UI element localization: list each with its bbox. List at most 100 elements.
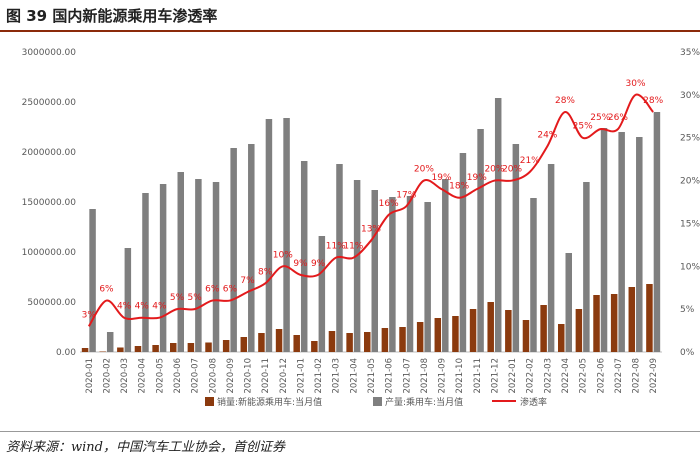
x-tick-label: 2021-02 bbox=[314, 358, 324, 394]
penetration-data-label: 20% bbox=[484, 165, 504, 175]
production-bar bbox=[212, 182, 220, 352]
x-tick-label: 2022-08 bbox=[632, 358, 642, 394]
sales-bar bbox=[434, 318, 442, 352]
sales-bar bbox=[558, 324, 565, 352]
sales-bar bbox=[258, 333, 265, 352]
production-bar bbox=[583, 182, 590, 352]
y-left-tick-label: 3000000.00 bbox=[22, 48, 77, 58]
sales-bar bbox=[593, 295, 600, 352]
x-tick-label: 2022-09 bbox=[649, 358, 659, 394]
x-tick-label: 2020-04 bbox=[138, 358, 148, 394]
production-bar bbox=[530, 198, 537, 352]
penetration-data-label: 17% bbox=[396, 190, 416, 200]
penetration-data-label: 10% bbox=[273, 250, 293, 260]
y-left-tick-label: 500000.00 bbox=[27, 298, 76, 308]
x-tick-label: 2021-07 bbox=[402, 358, 412, 394]
y-left-tick-label: 2500000.00 bbox=[22, 98, 77, 108]
penetration-data-label: 25% bbox=[590, 113, 610, 123]
sales-bar bbox=[205, 342, 212, 352]
y-left-tick-label: 0.00 bbox=[56, 348, 76, 358]
sales-bar bbox=[522, 320, 530, 352]
sales-bar bbox=[505, 310, 512, 352]
x-tick-label: 2021-05 bbox=[367, 358, 377, 394]
x-tick-label: 2022-01 bbox=[508, 358, 518, 394]
production-bar bbox=[159, 184, 167, 352]
x-tick-label: 2022-02 bbox=[526, 358, 536, 394]
penetration-data-label: 16% bbox=[379, 199, 399, 209]
sales-bar bbox=[540, 305, 547, 352]
x-tick-label: 2021-12 bbox=[490, 358, 500, 394]
x-tick-label: 2020-10 bbox=[244, 358, 254, 394]
production-bar bbox=[336, 164, 343, 352]
x-tick-label: 2020-12 bbox=[279, 358, 289, 394]
y-right-tick-label: 25% bbox=[680, 134, 700, 144]
legend-label-sales: 销量:新能源乘用车:当月值 bbox=[217, 396, 322, 408]
sales-bar bbox=[646, 284, 653, 352]
production-bar bbox=[195, 179, 202, 352]
source-note: 资料来源：wind，中国汽车工业协会，首创证券 bbox=[6, 440, 285, 455]
production-bar bbox=[653, 112, 661, 352]
sales-bar bbox=[170, 343, 177, 352]
penetration-data-label: 9% bbox=[311, 259, 326, 269]
sales-bar bbox=[240, 337, 248, 352]
y-left-tick-label: 2000000.00 bbox=[22, 148, 77, 158]
title-divider bbox=[0, 30, 700, 32]
sales-bar bbox=[381, 328, 389, 352]
production-bar bbox=[512, 144, 520, 352]
sales-bar bbox=[328, 331, 336, 352]
sales-bar bbox=[222, 340, 230, 352]
production-bar bbox=[300, 161, 308, 352]
sales-bar bbox=[452, 316, 459, 352]
sales-bar bbox=[610, 294, 618, 352]
x-tick-label: 2021-10 bbox=[455, 358, 465, 394]
production-bar bbox=[389, 197, 396, 352]
penetration-data-label: 11% bbox=[343, 242, 363, 252]
y-right-tick-label: 0% bbox=[680, 348, 695, 358]
sales-bar bbox=[469, 309, 477, 352]
production-bar bbox=[318, 236, 326, 352]
sales-bar bbox=[416, 322, 424, 352]
penetration-data-label: 3% bbox=[82, 310, 97, 320]
penetration-data-label: 5% bbox=[187, 293, 202, 303]
sales-bar bbox=[364, 332, 371, 352]
y-right-tick-label: 15% bbox=[680, 219, 700, 229]
x-tick-label: 2020-05 bbox=[155, 358, 165, 394]
y-right-tick-label: 5% bbox=[680, 305, 695, 315]
sales-bar bbox=[134, 346, 142, 352]
sales-bar bbox=[293, 335, 300, 352]
legend-label-penetration: 渗透率 bbox=[520, 396, 547, 408]
penetration-data-label: 28% bbox=[643, 96, 663, 106]
sales-bar bbox=[99, 351, 106, 352]
production-bar bbox=[265, 119, 273, 352]
production-bar bbox=[424, 202, 431, 352]
production-bar bbox=[142, 193, 149, 352]
production-bar bbox=[636, 137, 643, 352]
penetration-data-label: 19% bbox=[467, 173, 487, 183]
penetration-data-label: 6% bbox=[99, 285, 114, 295]
production-bar bbox=[106, 332, 114, 352]
production-bar bbox=[177, 172, 184, 352]
sales-bar bbox=[346, 333, 353, 352]
penetration-data-label: 24% bbox=[537, 130, 557, 140]
x-tick-label: 2021-01 bbox=[296, 358, 306, 394]
figure-title: 图 39 国内新能源乘用车渗透率 bbox=[6, 7, 218, 25]
legend-swatch-sales bbox=[205, 397, 214, 406]
penetration-chart: 0.00 500000.00 1000000.00 1500000.00 2000000… bbox=[22, 48, 700, 408]
penetration-line bbox=[87, 93, 654, 327]
x-tick-label: 2021-03 bbox=[332, 358, 342, 394]
penetration-data-label: 4% bbox=[135, 302, 150, 312]
x-tick-label: 2021-08 bbox=[420, 358, 430, 394]
y-right-tick-label: 35% bbox=[680, 48, 700, 58]
x-tick-label: 2020-09 bbox=[226, 358, 236, 394]
y-left-tick-label: 1000000.00 bbox=[22, 248, 77, 258]
penetration-data-label: 6% bbox=[205, 285, 220, 295]
production-bar bbox=[371, 190, 378, 352]
sales-bar bbox=[275, 329, 283, 352]
legend-swatch-production bbox=[373, 397, 382, 406]
x-tick-label: 2020-02 bbox=[102, 358, 112, 394]
sales-bar bbox=[399, 327, 406, 352]
figure-header: 图 39 国内新能源乘用车渗透率 bbox=[0, 0, 700, 30]
production-bar bbox=[442, 179, 449, 352]
penetration-data-label: 18% bbox=[449, 182, 469, 192]
sales-bar bbox=[187, 343, 195, 352]
